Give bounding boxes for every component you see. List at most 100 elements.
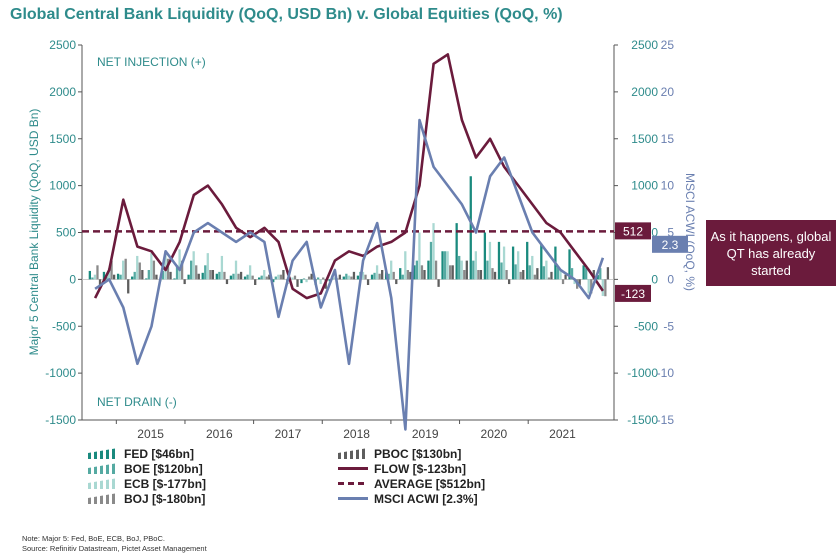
boe-bar (486, 260, 489, 280)
boe-bar (246, 274, 249, 280)
boj-bar (251, 275, 254, 280)
pboc-bar (493, 271, 497, 280)
boj-bar (124, 258, 127, 280)
source-text: Source: Refinitiv Datastream, Pictet Ass… (22, 544, 207, 553)
ecb-bar (220, 255, 224, 280)
ecb-bar (305, 279, 308, 283)
fed-bar (455, 223, 458, 280)
flow-line (93, 53, 604, 300)
boj-bar (265, 276, 268, 280)
ecb-bar (150, 253, 153, 280)
pboc-bar (338, 274, 341, 280)
fed-bar (300, 279, 303, 284)
x-tick-label: 2019 (412, 427, 439, 441)
fed-bar (272, 279, 275, 283)
legend-swatch-average (338, 482, 368, 485)
pboc-bar (183, 279, 186, 285)
fed-bar (356, 275, 360, 280)
boe-bar (401, 274, 404, 280)
fed-bar (258, 277, 261, 280)
boe-bar (373, 272, 376, 280)
pboc-bar (310, 273, 313, 280)
y2-tick-label: -15 (657, 413, 675, 427)
y2-tick-label: 20 (661, 85, 675, 99)
y2-axis-label: MSCI ACWI (QoQ, %) (683, 173, 697, 291)
fed-bar (243, 276, 247, 280)
callout-text: As it happens, global QT has already sta… (710, 228, 832, 278)
legend: FED [$46bn] PBOC [$130bn] BOE [$120bn] FLOW… (88, 446, 588, 508)
fed-bar (483, 232, 487, 280)
y-tick-label: 500 (56, 226, 76, 240)
boj-bar (152, 260, 156, 280)
pboc-bar (169, 271, 172, 280)
boj-bar (180, 260, 184, 280)
legend-label-average: AVERAGE [$512bn] (374, 476, 486, 491)
boj-bar (604, 279, 607, 297)
pboc-bar (606, 267, 610, 280)
fed-bar (88, 270, 91, 280)
y-tick-label: 0 (69, 272, 76, 286)
average-value-label-bg (615, 222, 651, 240)
ecb-bar (559, 270, 562, 280)
x-tick-label: 2020 (481, 427, 508, 441)
fed-bar (399, 268, 402, 280)
fed-bar (582, 265, 585, 280)
boe-bar (429, 241, 433, 280)
pboc-bar (112, 274, 116, 280)
pboc-bar (479, 270, 483, 280)
pboc-bar (155, 274, 158, 280)
boe-bar (147, 270, 150, 280)
boj-bar (463, 270, 466, 280)
boj-bar (547, 277, 551, 280)
net-injection-label: NET INJECTION (+) (97, 55, 206, 69)
legend-label-ecb: ECB [$-177bn] (124, 476, 207, 491)
boe-bar (232, 273, 235, 280)
pboc-bar (550, 271, 553, 280)
y-tick-label: 1000 (49, 179, 76, 193)
legend-item-boj: BOJ [$-180bn] (88, 491, 205, 506)
boe-bar (415, 260, 419, 280)
pboc-bar (465, 260, 468, 280)
ecb-bar (404, 251, 407, 280)
boe-bar (528, 265, 531, 280)
boe-bar (599, 268, 602, 280)
msci-line (94, 118, 605, 431)
y2-tick-label: -10 (657, 366, 675, 380)
boe-bar (500, 262, 503, 280)
ecb-bar (502, 246, 506, 280)
boe-bar (514, 264, 517, 280)
boe-bar (175, 265, 179, 280)
pboc-bar (352, 271, 356, 280)
ecb-bar (192, 251, 195, 280)
ecb-bar (178, 249, 181, 280)
pboc-bar (197, 273, 200, 280)
fed-bar (511, 246, 515, 280)
boe-bar (133, 271, 136, 280)
ecb-bar (488, 241, 492, 280)
fed-bar (102, 271, 106, 280)
fed-bar (568, 249, 571, 280)
boe-bar (472, 260, 475, 280)
pboc-bar (141, 270, 144, 280)
boj-bar (195, 265, 198, 280)
x-tick-label: 2017 (275, 427, 302, 441)
boj-bar (434, 260, 438, 280)
y2-tick-label: 15 (661, 132, 675, 146)
y-right-liquidity-tick-label: -500 (634, 319, 658, 333)
y-right-liquidity-tick-label: 2500 (631, 38, 658, 52)
legend-item-msci: MSCI ACWI [2.3%] (338, 491, 478, 506)
pboc-bar (366, 279, 370, 285)
pboc-bar (282, 270, 285, 280)
boj-bar (477, 270, 480, 280)
boe-bar (204, 265, 207, 280)
fed-bar (173, 278, 176, 280)
y2-tick-label: -5 (663, 319, 674, 333)
boe-bar (542, 266, 545, 280)
pboc-bar (268, 274, 271, 280)
legend-label-pboc: PBOC [$130bn] (374, 446, 462, 461)
boe-bar (119, 274, 122, 280)
ecb-bar (573, 279, 576, 285)
boj-bar (350, 276, 353, 280)
boe-bar (570, 268, 574, 280)
fed-bar (215, 273, 218, 280)
